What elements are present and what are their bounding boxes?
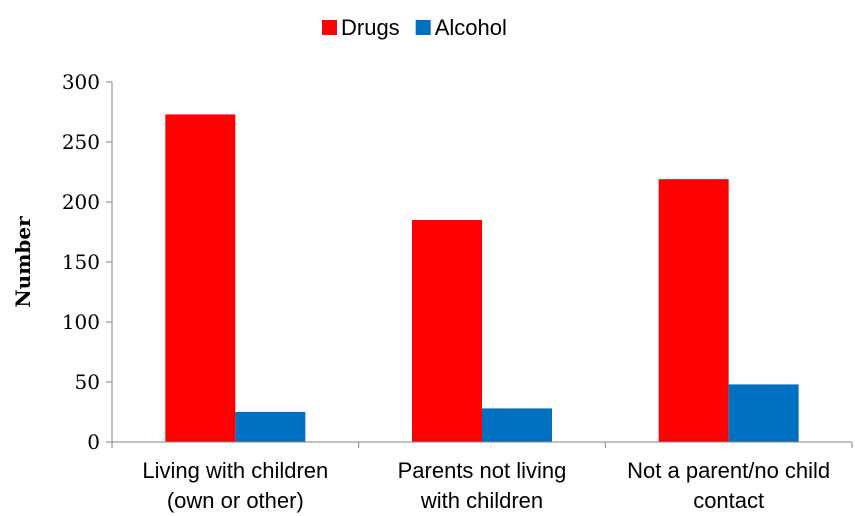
y-tick-label: 250 [62,130,100,154]
legend-swatch-alcohol [415,20,431,35]
y-axis-title: Number [11,216,35,308]
x-axis-labels: Living with children (own or other) Parent… [142,458,830,513]
y-axis-ticks: 0 50 100 150 200 250 300 [62,70,112,454]
y-tick-label: 200 [62,190,100,214]
x-category-label: Not a parent/no child [627,458,830,483]
bar-drugs-2 [412,220,482,442]
y-tick-label: 50 [75,370,100,394]
axes [111,82,853,448]
y-tick-label: 150 [62,250,100,274]
bar-drugs-3 [658,179,729,442]
x-category-label: (own or other) [167,488,304,513]
legend-label-alcohol: Alcohol [435,15,507,40]
bar-drugs-1 [165,114,236,443]
x-category-label: Parents not living [398,458,567,483]
x-category-label: contact [693,488,764,513]
bars [165,114,799,443]
bar-alcohol-3 [728,384,799,442]
bar-alcohol-2 [482,408,552,442]
y-tick-label: 300 [62,70,100,94]
y-tick-label: 0 [87,430,100,454]
y-tick-label: 100 [62,310,100,334]
legend: Drugs Alcohol [322,15,507,40]
legend-swatch-drugs [322,20,337,35]
bar-alcohol-1 [235,412,306,442]
x-category-label: with children [420,488,543,513]
legend-label-drugs: Drugs [341,15,400,40]
x-category-label: Living with children [142,458,328,483]
